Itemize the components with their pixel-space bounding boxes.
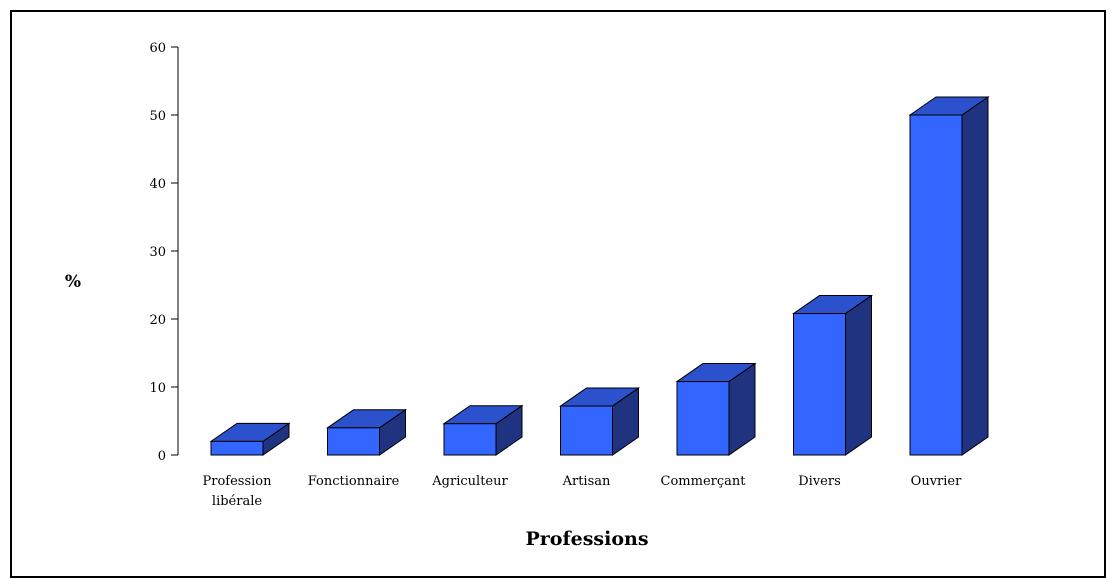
y-tick-label: 10: [149, 381, 166, 396]
y-axis: 0 10 20 30 40 50 60: [149, 41, 179, 464]
bar-front: [909, 114, 963, 456]
bar-front: [793, 313, 846, 456]
y-tick-label: 40: [149, 177, 166, 192]
x-axis-labels: Profession libérale Fonctionnaire Agriculte…: [203, 474, 963, 509]
x-tick-label: Profession libérale: [203, 474, 273, 509]
y-tick-label: 20: [149, 313, 166, 328]
bar-front: [676, 381, 730, 456]
y-tick-label: 50: [149, 109, 166, 124]
bar-front: [210, 440, 264, 456]
bar-front: [560, 405, 613, 456]
bar: [209, 422, 291, 456]
y-tick-label: 0: [158, 449, 166, 464]
x-axis-title: Professions: [525, 528, 648, 550]
x-tick-label: Agriculteur: [431, 474, 508, 489]
x-tick-label: Fonctionnaire: [308, 474, 400, 489]
bar-side: [961, 96, 989, 456]
x-tick-label: Divers: [798, 474, 841, 489]
x-tick-label: Ouvrier: [911, 474, 962, 489]
bars: [209, 96, 990, 456]
y-tick-label: 30: [149, 245, 166, 260]
bar: [325, 408, 408, 456]
bar: [791, 294, 874, 456]
x-tick-label: Artisan: [562, 474, 611, 489]
bar: [908, 96, 990, 456]
bar: [442, 404, 524, 456]
bar-front: [443, 423, 497, 456]
bar: [558, 387, 641, 456]
bar-side: [845, 294, 872, 456]
y-axis-title: %: [65, 272, 81, 292]
x-tick-label: Commerçant: [661, 474, 747, 489]
y-tick-label: 60: [149, 41, 166, 56]
bar: [675, 362, 757, 456]
bar-front: [327, 427, 380, 456]
